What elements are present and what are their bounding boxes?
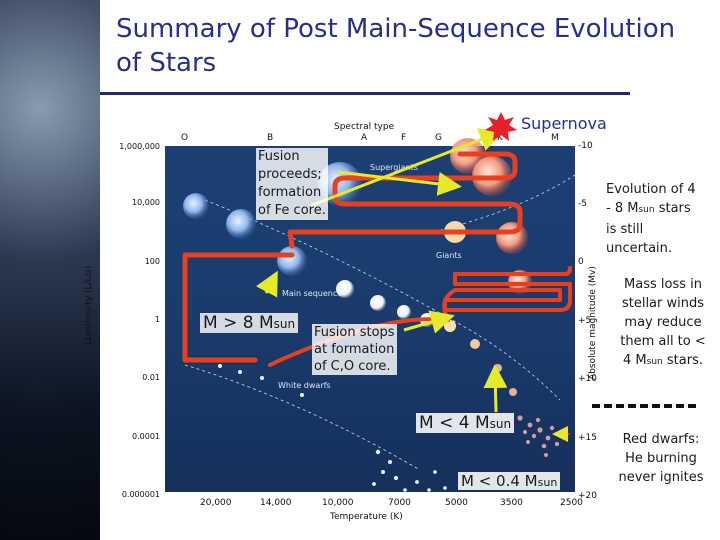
spectral-type-g: G [435, 133, 442, 143]
main-sequence-boundary [204, 199, 561, 401]
y-tick-1000000: 1,000,000 [119, 142, 160, 151]
m-lt-04-label: M < 0.4 Msun [458, 472, 561, 490]
m-lt-04-text: M < 0.4 M [461, 472, 538, 490]
red-dwarfs-line-2: He burning [625, 451, 697, 466]
y-tick-1: 1 [154, 315, 160, 324]
star-main-sequence-2 [226, 209, 256, 239]
spectral-type-b: B [267, 133, 274, 143]
star-main-sequence-4 [336, 280, 354, 298]
red-dwarfs-line-3: never ignites [618, 470, 704, 485]
fusion-fe-line-3: formation [258, 185, 322, 200]
star-main-sequence-8 [444, 320, 456, 332]
spectral-type-f: F [401, 133, 407, 143]
evolution-uncertain-note: Evolution of 4 - 8 Msun stars is still u… [606, 180, 716, 258]
evolution-line-3: is still [606, 222, 644, 237]
mass-loss-line-2: stellar winds [621, 296, 705, 311]
spectral-type-m: M [551, 133, 559, 143]
y-tick-001: 0.01 [142, 373, 160, 382]
evolution-line-1: Evolution of 4 [606, 182, 696, 197]
star-giant-2 [496, 222, 528, 254]
mass-loss-line-4: them all to < [620, 334, 706, 349]
star-main-sequence-5 [370, 295, 386, 311]
white-dwarf-boundary [184, 364, 421, 471]
white-dwarf-cluster [218, 364, 447, 492]
title-underline [100, 92, 630, 95]
mass-loss-line-5-sub: sun [646, 357, 663, 367]
region-label-giants: Giants [436, 251, 462, 260]
x-tick-3500: 3500 [500, 498, 523, 508]
star-main-sequence-1 [183, 193, 209, 219]
m-lt-04-sub: sun [537, 476, 558, 489]
fusion-fe-line-1: Fusion [258, 149, 300, 164]
spectral-type-label: Spectral type [334, 122, 395, 132]
right-tick-p5: +5 [578, 316, 592, 326]
region-label-white-dwarfs: White dwarfs [278, 381, 331, 390]
mass-loss-line-5-a: 4 M [623, 353, 647, 368]
red-dwarfs-line-1: Red dwarfs: [622, 432, 700, 447]
m-gt-8-label: M > 8 Msun [200, 313, 299, 333]
mass-loss-note: Mass loss in stellar winds may reduce th… [610, 275, 716, 372]
m-lt-4-sub: sun [489, 417, 512, 431]
m-gt-8-sub: sun [273, 317, 296, 331]
red-dwarf-cluster [517, 415, 560, 457]
annotation-arrows [255, 128, 570, 442]
region-label-main-sequence: Main sequence [282, 289, 343, 298]
supernova-label: Supernova [521, 114, 607, 133]
spectral-type-o: O [181, 133, 189, 143]
x-tick-7000: 7000 [388, 498, 411, 508]
x-tick-2500: 2500 [560, 498, 583, 508]
x-axis-label: Temperature (K) [330, 512, 403, 522]
right-tick-0: 0 [578, 257, 584, 267]
right-tick-p20: +20 [578, 491, 597, 501]
supernova-star-icon [485, 112, 517, 141]
fusion-stops-line-3: of C,O core. [314, 359, 391, 374]
right-tick-m5: -5 [578, 199, 587, 209]
star-main-sequence-3 [277, 246, 307, 276]
x-tick-14000: 14,000 [260, 498, 292, 508]
y-tick-00001: 0.0001 [132, 432, 160, 441]
fusion-fe-line-2: proceeds; [258, 167, 322, 182]
evolution-line-2-b: stars [654, 201, 691, 216]
star-main-sequence-9 [470, 339, 480, 349]
evolution-line-2-sub: sun [638, 205, 655, 215]
star-main-sequence-11 [509, 388, 517, 396]
region-label-supergiants: Supergiants [370, 163, 418, 172]
mass-loss-line-3: may reduce [624, 315, 702, 330]
y-tick-0000001: 0.000001 [121, 490, 160, 499]
mass-loss-line-5-b: stars. [662, 353, 703, 368]
spectral-type-a: A [361, 133, 368, 143]
slide-title: Summary of Post Main-Sequence Evolution … [116, 14, 676, 78]
star-main-sequence-6 [397, 305, 411, 319]
red-dwarfs-note: Red dwarfs: He burning never ignites [608, 430, 714, 487]
fusion-fe-note: Fusion proceeds; formation of Fe core. [256, 148, 328, 220]
m-lt-4-label: M < 4 Msun [416, 413, 515, 433]
right-tick-p10: +10 [578, 374, 597, 384]
fusion-stops-note: Fusion stops at formation of C,O core. [312, 324, 397, 375]
x-tick-5000: 5000 [445, 498, 468, 508]
x-tick-20000: 20,000 [200, 498, 232, 508]
fusion-fe-line-4: of Fe core. [258, 203, 326, 218]
fusion-stops-line-1: Fusion stops [314, 325, 395, 340]
nebula-background-image [0, 0, 100, 540]
evolution-line-2-a: - 8 M [606, 201, 639, 216]
right-tick-p15: +15 [578, 433, 597, 443]
mass-loss-line-1: Mass loss in [624, 277, 702, 292]
evolution-line-2: - 8 Msun stars [606, 199, 716, 220]
fusion-stops-line-2: at formation [314, 342, 395, 357]
m-gt-8-text: M > 8 M [203, 313, 274, 333]
right-tick-m10: -10 [578, 141, 593, 151]
m-lt-4-text: M < 4 M [419, 413, 490, 433]
mass-loss-line-5: 4 Msun stars. [610, 351, 716, 372]
evolution-line-4: uncertain. [606, 241, 673, 256]
x-tick-10000: 10,000 [322, 498, 354, 508]
y-tick-100: 100 [144, 257, 160, 266]
y-tick-10000: 10,000 [132, 198, 160, 207]
section-divider [592, 404, 696, 408]
